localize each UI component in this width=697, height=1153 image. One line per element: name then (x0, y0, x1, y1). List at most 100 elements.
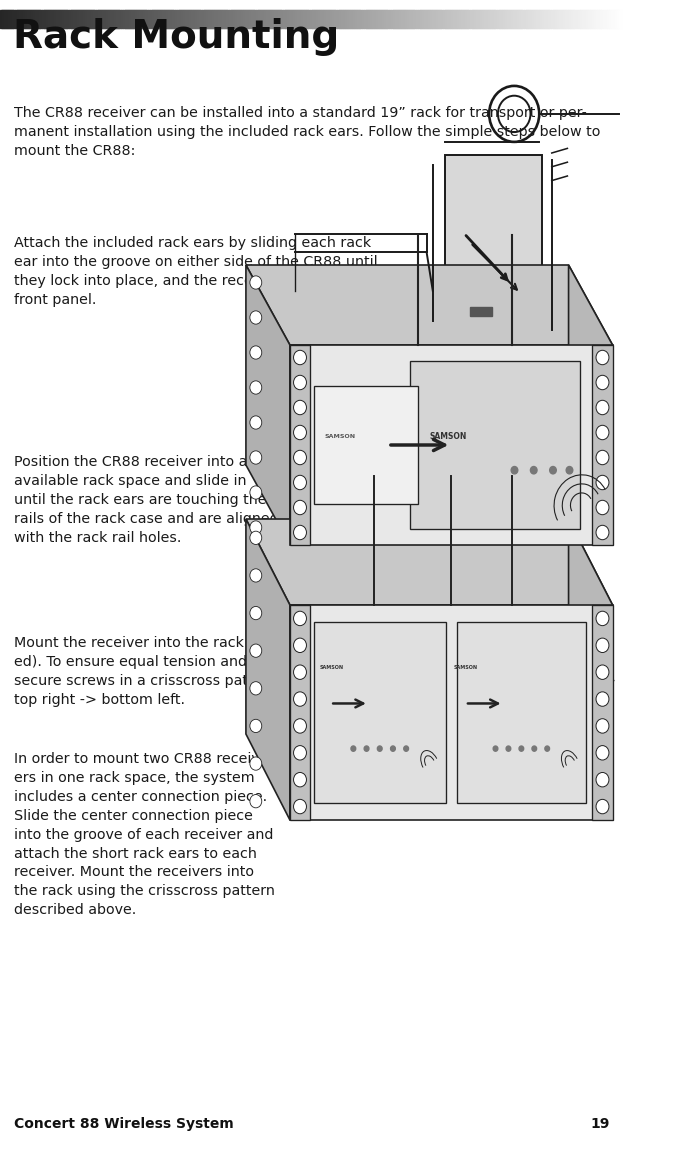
Bar (492, 9, 496, 28)
Bar (457, 9, 460, 28)
Bar (411, 9, 414, 28)
Circle shape (293, 500, 307, 514)
Circle shape (596, 692, 609, 707)
Circle shape (596, 425, 609, 439)
Bar (27, 9, 30, 28)
Bar (144, 9, 146, 28)
Bar (58, 9, 61, 28)
Circle shape (511, 467, 518, 474)
Bar (220, 9, 223, 28)
Bar (538, 9, 541, 28)
Bar (79, 9, 82, 28)
Bar (434, 9, 437, 28)
Bar (160, 9, 163, 28)
Bar (44, 9, 47, 28)
Circle shape (530, 467, 537, 474)
Bar (526, 9, 528, 28)
Bar (187, 9, 190, 28)
Bar (505, 9, 508, 28)
Bar (25, 9, 28, 28)
Bar (428, 9, 431, 28)
Bar (449, 9, 452, 28)
Bar (290, 345, 310, 545)
Bar (314, 386, 418, 504)
Bar (498, 9, 502, 28)
Bar (595, 9, 597, 28)
Bar (137, 9, 140, 28)
Bar (50, 9, 53, 28)
Bar (152, 9, 155, 28)
Bar (206, 9, 208, 28)
Bar (617, 9, 620, 28)
Bar (264, 9, 267, 28)
Bar (487, 9, 489, 28)
Circle shape (596, 638, 609, 653)
Bar (397, 9, 400, 28)
Circle shape (596, 400, 609, 415)
Bar (582, 9, 585, 28)
Bar (358, 9, 360, 28)
Bar (596, 9, 599, 28)
Bar (301, 9, 304, 28)
Bar (480, 9, 483, 28)
Bar (131, 9, 134, 28)
Bar (534, 9, 537, 28)
Bar (172, 9, 176, 28)
Bar (102, 9, 105, 28)
Bar (345, 9, 348, 28)
Bar (355, 9, 358, 28)
Bar (349, 9, 352, 28)
Bar (70, 9, 74, 28)
Bar (384, 9, 388, 28)
Bar (224, 9, 227, 28)
Bar (602, 9, 606, 28)
Bar (170, 9, 174, 28)
Bar (507, 9, 510, 28)
Bar (378, 9, 381, 28)
Polygon shape (246, 519, 290, 820)
Bar (523, 9, 526, 28)
Bar (407, 9, 411, 28)
Bar (453, 9, 456, 28)
Circle shape (250, 276, 262, 289)
Circle shape (293, 375, 307, 390)
Bar (455, 9, 458, 28)
Bar (42, 9, 45, 28)
Bar (468, 9, 470, 28)
Bar (114, 9, 117, 28)
Bar (197, 9, 200, 28)
Text: SAMSON: SAMSON (454, 665, 478, 670)
Bar (235, 9, 238, 28)
Bar (268, 9, 271, 28)
Bar (276, 9, 279, 28)
Bar (23, 9, 26, 28)
Bar (10, 9, 13, 28)
Circle shape (293, 400, 307, 415)
Bar (185, 9, 188, 28)
Bar (290, 605, 613, 820)
Circle shape (250, 485, 262, 499)
Bar (395, 9, 398, 28)
Circle shape (293, 451, 307, 465)
Bar (490, 9, 493, 28)
Bar (592, 345, 613, 545)
Bar (299, 9, 302, 28)
Bar (2, 9, 5, 28)
Bar (374, 9, 377, 28)
Bar (303, 9, 306, 28)
Circle shape (293, 475, 307, 490)
Bar (341, 9, 344, 28)
Bar (270, 9, 273, 28)
Bar (559, 9, 562, 28)
Circle shape (351, 746, 355, 752)
Bar (252, 9, 254, 28)
Bar (353, 9, 356, 28)
Bar (108, 9, 111, 28)
Circle shape (293, 351, 307, 364)
Bar (150, 9, 153, 28)
Circle shape (293, 526, 307, 540)
Polygon shape (246, 519, 613, 605)
Bar (441, 9, 443, 28)
Text: The CR88 receiver can be installed into a standard 19” rack for transport or per: The CR88 receiver can be installed into … (14, 106, 600, 158)
Bar (305, 9, 308, 28)
